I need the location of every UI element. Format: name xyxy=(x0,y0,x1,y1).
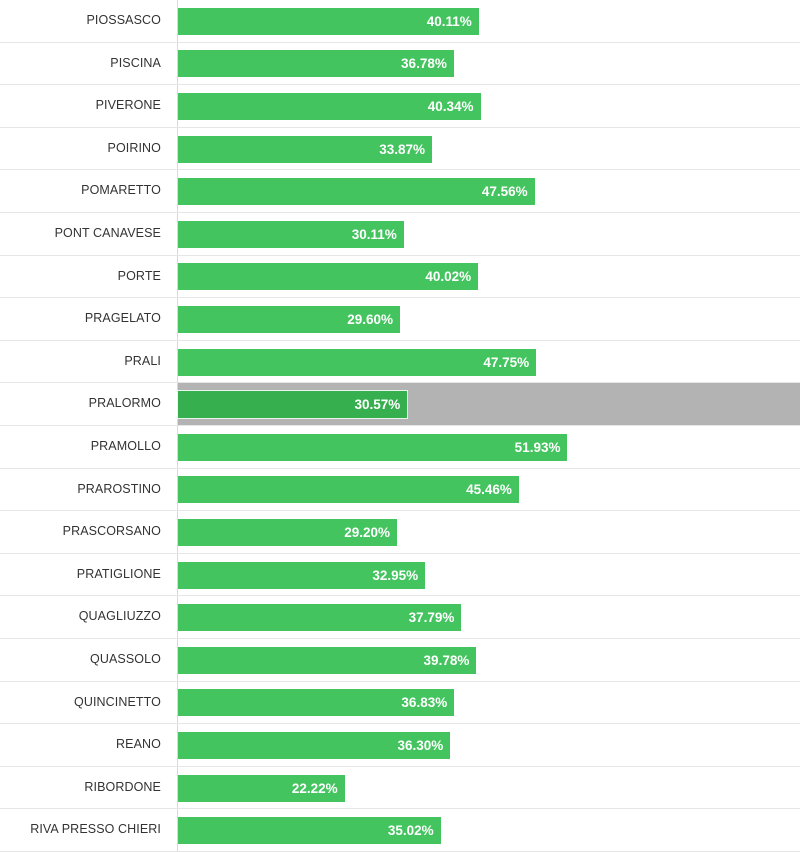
data-label: 40.34% xyxy=(427,98,474,114)
bar[interactable] xyxy=(178,263,479,291)
bar[interactable] xyxy=(178,135,433,163)
category-label: PIOSSASCO xyxy=(86,13,161,27)
data-label: 30.57% xyxy=(354,397,401,413)
bar[interactable] xyxy=(178,7,479,35)
category-label: RIBORDONE xyxy=(84,779,161,794)
category-label: PRASCORSANO xyxy=(62,524,161,539)
category-label: POIRINO xyxy=(107,140,161,155)
category-label: PRALI xyxy=(124,353,161,368)
bar[interactable] xyxy=(178,774,345,802)
data-label: 47.75% xyxy=(483,354,530,370)
chart-row[interactable]: PRAMOLLO 51.93% xyxy=(0,426,800,469)
bar[interactable] xyxy=(178,646,477,674)
data-label: 29.20% xyxy=(344,524,390,540)
category-label: QUINCINETTO xyxy=(74,694,161,709)
data-label: 40.11% xyxy=(426,13,472,29)
chart-row[interactable]: PRASCORSANO 29.20% xyxy=(0,511,800,554)
data-label: 40.02% xyxy=(425,269,472,285)
bar[interactable] xyxy=(178,604,462,632)
bar[interactable] xyxy=(178,476,519,504)
category-label: RIVA PRESSO CHIERI xyxy=(30,822,161,837)
chart-row[interactable]: POMARETTO 47.56% xyxy=(0,170,800,213)
category-label: PRAROSTINO xyxy=(77,481,161,496)
bar[interactable] xyxy=(178,561,426,589)
bar[interactable] xyxy=(178,518,397,546)
chart-row[interactable]: RIBORDONE 22.22% xyxy=(0,767,800,810)
data-label: 36.30% xyxy=(397,737,444,753)
chart-row[interactable]: PRAGELATO 29.60% xyxy=(0,298,800,341)
chart-row[interactable]: PRAROSTINO 45.46% xyxy=(0,469,800,512)
data-label: 37.79% xyxy=(408,610,455,626)
category-label: REANO xyxy=(116,737,161,752)
chart-row[interactable]: QUAGLIUZZO 37.79% xyxy=(0,596,800,639)
chart-row[interactable]: POIRINO 33.87% xyxy=(0,128,800,171)
chart-row[interactable]: PRALORMO 30.57% xyxy=(0,383,800,426)
chart-row[interactable]: PISCINA 36.78% xyxy=(0,43,800,86)
category-label: PRAGELATO xyxy=(84,311,161,326)
data-label: 33.87% xyxy=(379,141,426,157)
category-label: PORTE xyxy=(117,268,161,283)
category-label: PONT CANAVESE xyxy=(54,226,161,240)
chart-row[interactable]: PRATIGLIONE 32.95% xyxy=(0,554,800,597)
bar[interactable] xyxy=(178,731,451,759)
data-label: 39.78% xyxy=(423,652,470,668)
data-label: 22.22% xyxy=(291,780,338,796)
bar[interactable] xyxy=(178,220,404,248)
data-label: 36.78% xyxy=(401,56,447,72)
chart-row[interactable]: RIVA PRESSO CHIERI 35.02% xyxy=(0,809,800,852)
chart-row[interactable]: REANO 36.30% xyxy=(0,724,800,767)
chart-row[interactable]: PRALI 47.75% xyxy=(0,341,800,384)
bar[interactable] xyxy=(178,50,454,78)
category-label: QUAGLIUZZO xyxy=(78,609,161,624)
chart-row[interactable]: PORTE 40.02% xyxy=(0,256,800,299)
chart-row[interactable]: PIOSSASCO 40.11% xyxy=(0,0,800,43)
bar[interactable] xyxy=(176,390,409,420)
bar[interactable] xyxy=(178,433,568,461)
category-label: PRALORMO xyxy=(88,396,161,411)
bar[interactable] xyxy=(178,92,481,120)
bar[interactable] xyxy=(178,178,535,206)
chart-row[interactable]: QUINCINETTO 36.83% xyxy=(0,682,800,725)
category-label: QUASSOLO xyxy=(90,652,161,666)
bar[interactable] xyxy=(178,348,537,376)
chart-row[interactable]: PONT CANAVESE 30.11% xyxy=(0,213,800,256)
data-label: 29.60% xyxy=(347,311,393,327)
y-axis-line xyxy=(177,0,178,852)
data-label: 51.93% xyxy=(514,439,561,455)
data-label: 32.95% xyxy=(372,567,419,583)
category-label: PRAMOLLO xyxy=(90,439,161,453)
data-label: 36.83% xyxy=(401,695,448,711)
category-label: POMARETTO xyxy=(81,183,161,198)
category-label: PISCINA xyxy=(110,55,161,70)
data-label: 30.11% xyxy=(351,226,397,242)
chart-row[interactable]: QUASSOLO 39.78% xyxy=(0,639,800,682)
category-label: PRATIGLIONE xyxy=(76,566,161,581)
bar[interactable] xyxy=(178,689,455,717)
data-label: 47.56% xyxy=(481,184,528,200)
chart-row[interactable]: PIVERONE 40.34% xyxy=(0,85,800,128)
bar[interactable] xyxy=(178,817,441,845)
category-label: PIVERONE xyxy=(95,98,161,113)
data-label: 35.02% xyxy=(387,823,434,839)
data-label: 45.46% xyxy=(466,482,512,498)
bar[interactable] xyxy=(178,305,400,333)
